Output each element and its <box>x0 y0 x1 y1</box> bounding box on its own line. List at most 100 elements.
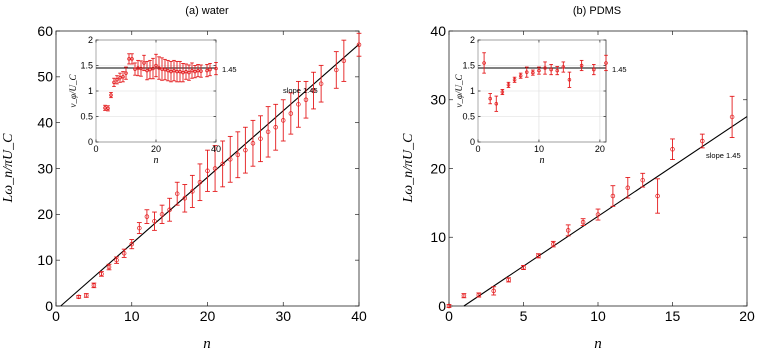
x-tick-label: 0 <box>52 308 60 324</box>
data-point <box>182 196 188 201</box>
x-tick-label: 40 <box>351 308 367 324</box>
data-point <box>137 225 142 231</box>
data-point <box>580 219 586 225</box>
x-tick-label: 15 <box>665 308 681 324</box>
x-tick-label: 40 <box>211 144 221 154</box>
data-point <box>124 71 128 75</box>
data-point <box>193 69 197 74</box>
data-point <box>214 66 218 71</box>
data-point <box>506 277 511 283</box>
data-point <box>205 68 209 73</box>
y-tick-label: 1 <box>88 86 93 96</box>
data-point <box>610 193 616 199</box>
y-tick-label: 30 <box>430 92 446 108</box>
data-point <box>250 141 256 146</box>
inset-x-axis-label: n <box>540 155 545 166</box>
data-point <box>288 111 294 116</box>
x-tick-label: 30 <box>275 308 291 324</box>
y-tick-label: 30 <box>37 160 53 176</box>
y-tick-label: 50 <box>37 69 53 85</box>
data-point <box>318 81 324 86</box>
data-point <box>106 106 110 111</box>
data-point <box>655 193 660 199</box>
y-tick-label: 1.5 <box>462 61 475 71</box>
data-marks <box>76 32 362 300</box>
data-point <box>172 68 176 73</box>
data-point <box>109 93 113 97</box>
slope-annotation: slope 1.45 <box>283 86 318 95</box>
y-tick-label: 20 <box>430 160 446 176</box>
fit-line <box>463 116 748 307</box>
data-point <box>118 75 122 80</box>
chart-title: (a) water <box>185 5 229 17</box>
data-point <box>163 67 167 72</box>
data-point <box>190 189 195 194</box>
data-point <box>174 191 180 196</box>
data-point <box>84 293 89 298</box>
x-tick-label: 20 <box>200 308 216 324</box>
y-tick-label: 0 <box>45 298 53 314</box>
x-axis-label: n <box>203 336 211 352</box>
x-tick-label: 20 <box>595 144 605 154</box>
data-point <box>148 67 152 72</box>
data-point <box>220 161 225 167</box>
data-point <box>99 271 104 277</box>
data-point <box>531 70 535 75</box>
data-point <box>567 78 572 82</box>
data-point <box>446 303 452 309</box>
y-tick-label: 0 <box>438 298 446 314</box>
x-tick-label: 10 <box>124 308 140 324</box>
inset-chart: 0 20 40 0 0.5 1 1.5 2 1.45 v_φ/U_C n <box>68 35 237 166</box>
data-point <box>115 78 119 82</box>
fit-line-segment <box>60 43 360 307</box>
data-point <box>144 214 150 219</box>
data-point <box>311 88 316 93</box>
data-point <box>729 114 735 120</box>
data-point <box>536 253 541 259</box>
data-point <box>114 257 119 263</box>
data-point <box>76 294 81 300</box>
y-axis-label: Lω_n/πU_C <box>1 133 16 204</box>
data-point <box>199 69 203 73</box>
data-point <box>512 78 517 82</box>
data-point <box>166 68 170 73</box>
y-tick-label: 0 <box>470 137 475 147</box>
inset-data-marks <box>482 52 608 112</box>
data-point <box>518 73 523 78</box>
y-tick-label: 40 <box>430 23 446 39</box>
data-point <box>154 63 158 68</box>
y-tick-label: 10 <box>430 229 446 245</box>
data-point <box>551 241 556 247</box>
x-tick-label: 0 <box>93 144 98 154</box>
data-point <box>139 66 143 71</box>
inset-y-axis-label: v_φ/U_C <box>68 74 78 108</box>
inset-axis-ticks: 0 10 20 0 0.5 1 1.5 2 <box>462 35 606 154</box>
data-point <box>334 67 339 73</box>
y-tick-label: 20 <box>37 206 53 222</box>
data-point <box>112 80 116 85</box>
data-point <box>121 251 127 256</box>
data-point <box>212 166 218 171</box>
data-point <box>159 212 165 217</box>
data-point <box>640 177 645 183</box>
data-point <box>178 69 182 74</box>
data-point <box>151 66 155 71</box>
data-point <box>525 70 529 74</box>
inset-reference-label: 1.45 <box>612 65 627 74</box>
data-point <box>157 66 161 70</box>
data-point <box>341 58 347 64</box>
inset-axis-ticks: 0 20 40 0 0.5 1 1.5 2 <box>80 35 221 154</box>
data-point <box>181 70 185 75</box>
data-point <box>227 157 233 162</box>
data-point <box>187 70 191 75</box>
data-point <box>543 66 547 70</box>
x-tick-label: 0 <box>475 144 480 154</box>
data-point <box>145 68 149 73</box>
y-tick-label: 60 <box>37 23 53 39</box>
inset-x-axis-label: n <box>154 155 159 166</box>
data-point <box>488 96 492 101</box>
inset-grid <box>477 39 606 143</box>
data-point <box>561 65 566 69</box>
